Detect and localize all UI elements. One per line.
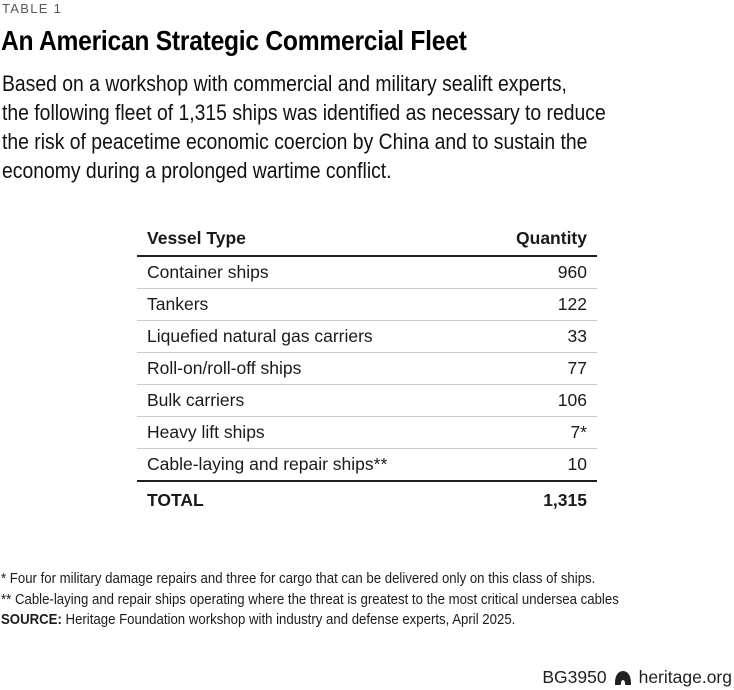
table-header-row: Vessel Type Quantity xyxy=(137,226,597,256)
quantity-cell: 77 xyxy=(567,358,587,378)
quantity-cell: 10 xyxy=(567,454,587,474)
intro-line: the following fleet of 1,315 ships was i… xyxy=(2,100,606,125)
document-id: BG3950 xyxy=(542,667,607,687)
vessel-type-cell: Cable-laying and repair ships** xyxy=(147,454,388,474)
quantity-cell: 960 xyxy=(557,262,587,282)
footnotes: * Four for military damage repairs and t… xyxy=(1,569,619,631)
vessel-type-cell: Liquefied natural gas carriers xyxy=(147,326,373,346)
fleet-table: Vessel Type Quantity Container ships 960… xyxy=(137,226,597,517)
table-row: Bulk carriers 106 xyxy=(137,385,597,417)
vessel-type-cell: Container ships xyxy=(147,262,269,282)
total-row: TOTAL 1,315 xyxy=(137,481,597,517)
footnote-1: * Four for military damage repairs and t… xyxy=(1,570,596,587)
column-header-quantity: Quantity xyxy=(516,228,587,248)
source-text: Heritage Foundation workshop with indust… xyxy=(61,611,516,628)
total-quantity: 1,315 xyxy=(543,490,587,510)
intro-line: Based on a workshop with commercial and … xyxy=(2,71,567,96)
table-number-label: TABLE 1 xyxy=(2,1,63,16)
intro-paragraph: Based on a workshop with commercial and … xyxy=(2,69,606,185)
table-row: Tankers 122 xyxy=(137,289,597,321)
column-header-vessel-type: Vessel Type xyxy=(147,228,246,248)
table-row: Cable-laying and repair ships** 10 xyxy=(137,449,597,481)
footer: BG3950 heritage.org xyxy=(542,667,732,688)
page-title: An American Strategic Commercial Fleet xyxy=(1,25,467,56)
quantity-cell: 7* xyxy=(570,422,587,442)
table-row: Container ships 960 xyxy=(137,256,597,289)
quantity-cell: 106 xyxy=(557,390,587,410)
table-row: Heavy lift ships 7* xyxy=(137,417,597,449)
liberty-bell-icon xyxy=(614,670,632,686)
intro-line: economy during a prolonged wartime confl… xyxy=(2,158,392,183)
table-row: Liquefied natural gas carriers 33 xyxy=(137,321,597,353)
vessel-type-cell: Heavy lift ships xyxy=(147,422,265,442)
table-row: Roll-on/roll-off ships 77 xyxy=(137,353,597,385)
footer-site: heritage.org xyxy=(638,667,732,687)
vessel-type-cell: Bulk carriers xyxy=(147,390,245,410)
footnote-2: ** Cable-laying and repair ships operati… xyxy=(1,590,619,608)
intro-line: the risk of peacetime economic coercion … xyxy=(2,129,588,154)
source-line: SOURCE: Heritage Foundation workshop wit… xyxy=(1,610,619,631)
source-label: SOURCE: xyxy=(1,611,62,628)
vessel-type-cell: Roll-on/roll-off ships xyxy=(147,358,302,378)
vessel-type-cell: Tankers xyxy=(147,294,209,314)
quantity-cell: 122 xyxy=(557,294,587,314)
quantity-cell: 33 xyxy=(567,326,587,346)
total-label: TOTAL xyxy=(147,490,204,510)
